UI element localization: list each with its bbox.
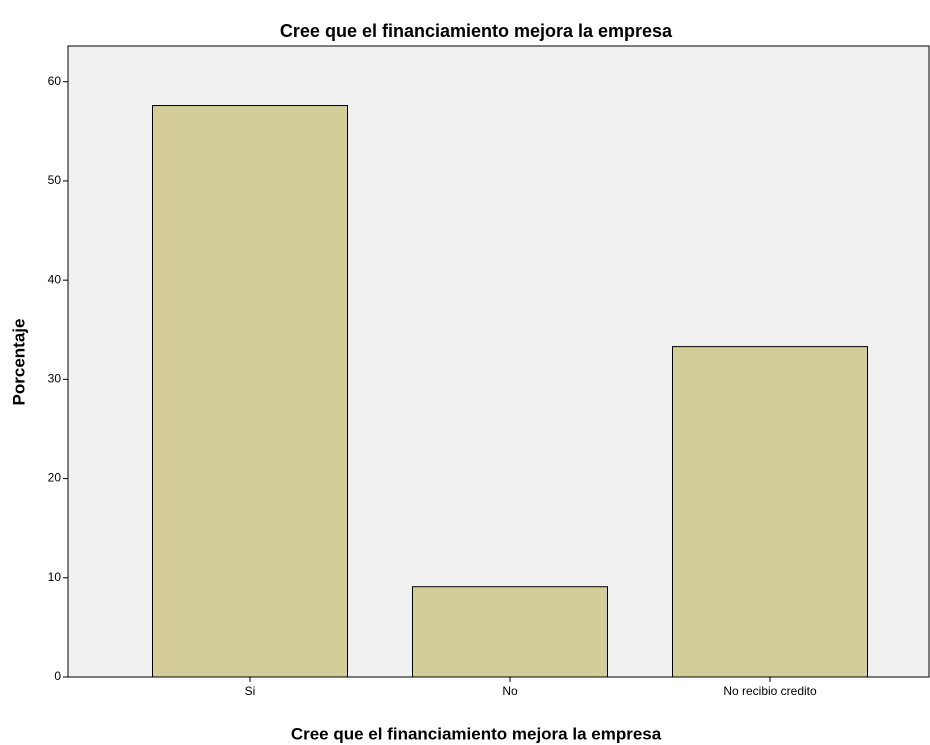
y-tick-label: 20 [48, 471, 62, 485]
chart-title: Cree que el financiamiento mejora la emp… [280, 21, 673, 41]
bar [672, 346, 868, 678]
y-axis-title: Porcentaje [9, 319, 28, 406]
y-tick-label: 30 [48, 372, 62, 386]
y-tick-label: 10 [48, 570, 62, 584]
x-axis-title: Cree que el financiamiento mejora la emp… [291, 724, 662, 743]
y-tick-label: 60 [48, 74, 62, 88]
x-tick-label: Si [245, 684, 256, 698]
bar [412, 586, 608, 678]
bar [152, 105, 348, 678]
x-tick-label: No [502, 684, 518, 698]
y-tick-label: 0 [54, 669, 61, 683]
x-tick-label: No recibio credito [723, 684, 817, 698]
y-tick-label: 40 [48, 272, 62, 286]
y-tick-label: 50 [48, 173, 62, 187]
